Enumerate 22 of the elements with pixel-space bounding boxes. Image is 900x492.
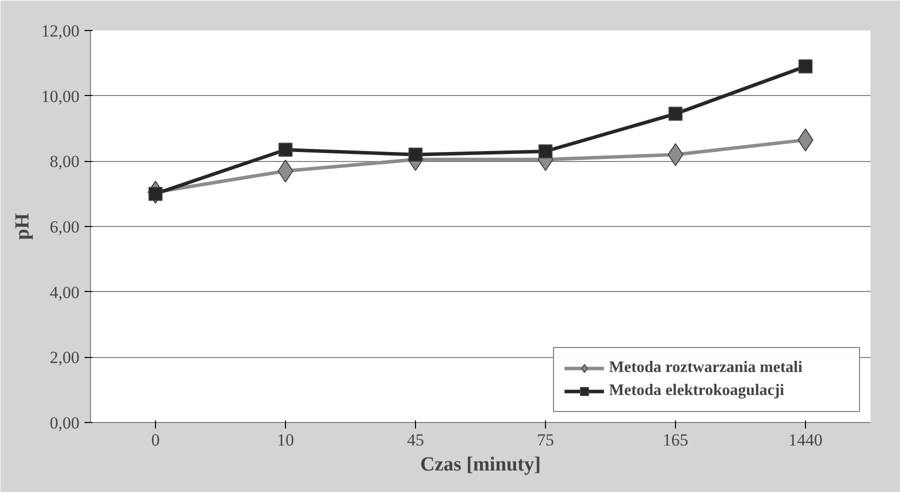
x-tick-label: 0 <box>151 430 160 450</box>
legend-label: Metoda elektrokoagulacji <box>609 382 786 400</box>
y-tick-label: 10,00 <box>41 86 80 106</box>
legend-label: Metoda roztwarzania metali <box>609 359 804 377</box>
point <box>408 148 422 162</box>
point <box>798 59 812 74</box>
point <box>538 144 552 158</box>
y-tick-label: 4,00 <box>50 282 80 302</box>
point <box>278 142 292 157</box>
y-tick-label: 8,00 <box>50 152 80 172</box>
y-tick-label: 0,00 <box>50 414 80 432</box>
x-tick-label: 10 <box>277 430 294 450</box>
x-axis-title: Czas [minuty] <box>420 454 541 476</box>
x-tick-label: 45 <box>407 430 424 450</box>
y-tick-label: 6,00 <box>50 218 80 236</box>
x-tick-label: 1440 <box>788 430 822 450</box>
y-axis-title: pH <box>11 212 34 240</box>
x-tick-label: 75 <box>537 430 554 450</box>
y-tick-label: 2,00 <box>50 348 80 368</box>
x-tick-label: 165 <box>662 430 688 450</box>
y-tick-label: 12,00 <box>41 22 80 40</box>
point <box>668 106 682 121</box>
